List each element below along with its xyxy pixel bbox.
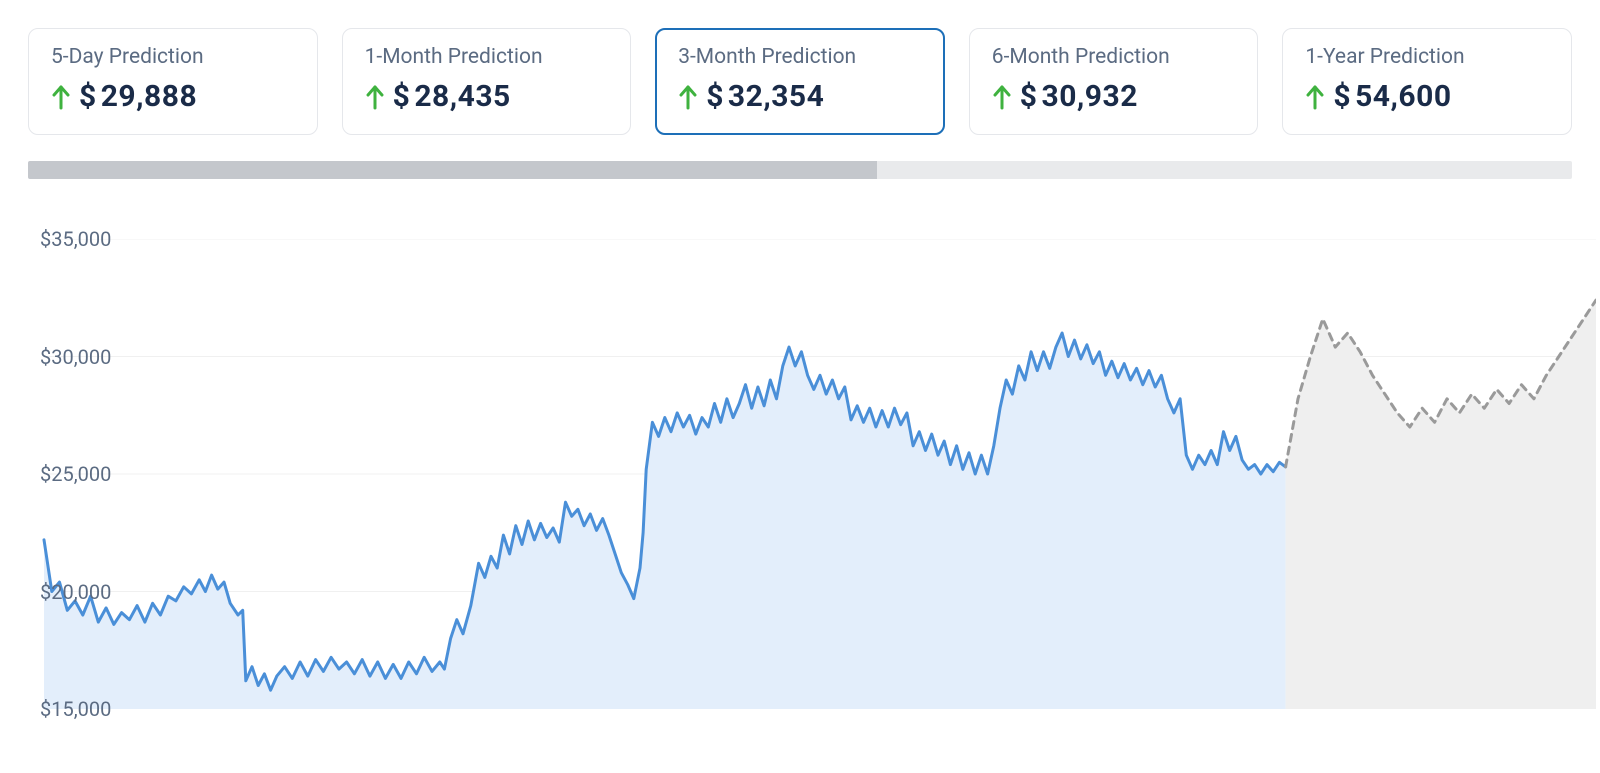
prediction-card-label: 3-Month Prediction [678, 45, 922, 69]
historical-area [44, 333, 1286, 709]
prediction-card-value: $28,435 [393, 79, 511, 114]
prediction-card-value: $54,600 [1333, 79, 1451, 114]
chart-svg [28, 239, 1596, 709]
progress-bar [28, 161, 1572, 179]
y-axis-label: $15,000 [40, 697, 111, 721]
prediction-card-label: 6-Month Prediction [992, 45, 1236, 69]
y-axis-label: $30,000 [40, 345, 111, 369]
prediction-card-value: $30,932 [1020, 79, 1138, 114]
price-chart: $15,000$20,000$25,000$30,000$35,000 [28, 239, 1572, 709]
arrow-up-icon [51, 84, 71, 110]
prediction-card-4[interactable]: 1-Year Prediction $54,600 [1282, 28, 1572, 135]
prediction-card-2[interactable]: 3-Month Prediction $32,354 [655, 28, 945, 135]
prediction-card-1[interactable]: 1-Month Prediction $28,435 [342, 28, 632, 135]
prediction-card-0[interactable]: 5-Day Prediction $29,888 [28, 28, 318, 135]
prediction-area [1286, 300, 1596, 709]
prediction-card-3[interactable]: 6-Month Prediction $30,932 [969, 28, 1259, 135]
prediction-card-label: 1-Year Prediction [1305, 45, 1549, 69]
arrow-up-icon [992, 84, 1012, 110]
prediction-cards-row: 5-Day Prediction $29,888 1-Month Predictio… [28, 28, 1572, 135]
y-axis-label: $25,000 [40, 462, 111, 486]
arrow-up-icon [1305, 84, 1325, 110]
y-axis-label: $35,000 [40, 227, 111, 251]
prediction-card-label: 1-Month Prediction [365, 45, 609, 69]
prediction-card-value: $29,888 [79, 79, 197, 114]
arrow-up-icon [678, 84, 698, 110]
prediction-card-label: 5-Day Prediction [51, 45, 295, 69]
arrow-up-icon [365, 84, 385, 110]
y-axis-label: $20,000 [40, 580, 111, 604]
prediction-card-value: $32,354 [706, 79, 824, 114]
